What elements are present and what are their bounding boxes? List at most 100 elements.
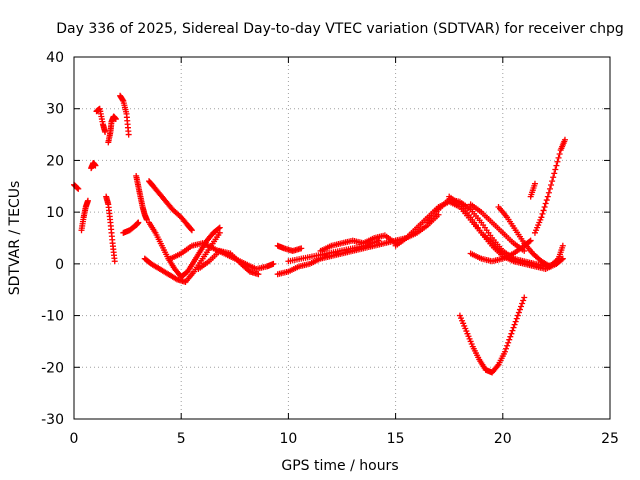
data-point: [512, 318, 519, 325]
data-point: [508, 330, 515, 337]
data-point: [538, 214, 545, 221]
data-point: [84, 197, 91, 204]
data-point: [188, 227, 195, 234]
data-series: [167, 240, 277, 273]
data-point: [516, 306, 523, 313]
data-point: [270, 260, 277, 267]
data-point: [75, 185, 82, 192]
chart-title: Day 336 of 2025, Sidereal Day-to-day VTE…: [56, 21, 624, 37]
data-series: [195, 247, 262, 278]
data-point: [545, 189, 552, 196]
data-point: [531, 180, 538, 187]
data-point: [503, 345, 510, 352]
y-tick-label: -20: [41, 360, 64, 376]
data-series: [456, 294, 528, 376]
data-point: [92, 162, 99, 169]
data-point: [519, 300, 526, 307]
data-series: [133, 172, 150, 223]
data-series: [467, 237, 534, 265]
data-point: [509, 327, 516, 334]
data-series: [495, 203, 566, 270]
data-point: [552, 166, 559, 173]
x-tick-label: 0: [70, 431, 79, 447]
data-series: [103, 193, 118, 265]
x-tick-label: 5: [177, 431, 186, 447]
data-series: [527, 180, 538, 200]
data-series: [146, 178, 195, 234]
data-series: [392, 198, 506, 257]
data-point: [515, 309, 522, 316]
data-points: [71, 92, 568, 376]
data-point: [554, 158, 561, 165]
plot-frame: [73, 56, 611, 420]
y-tick-label: 40: [46, 50, 64, 66]
data-point: [435, 211, 442, 218]
data-point: [216, 224, 223, 231]
y-tick-label: 20: [46, 153, 64, 169]
data-series: [105, 113, 119, 146]
y-tick-label: 0: [55, 257, 64, 273]
data-point: [112, 116, 119, 123]
data-series: [78, 197, 91, 234]
data-point: [539, 210, 546, 217]
data-point: [542, 200, 549, 207]
data-point: [541, 203, 548, 210]
y-axis-label: SDTVAR / TECUs: [7, 181, 23, 296]
data-point: [540, 207, 547, 214]
data-point: [521, 247, 528, 254]
data-point: [216, 229, 223, 236]
data-point: [125, 131, 132, 138]
x-tick-label: 15: [387, 431, 405, 447]
y-tick-label: -10: [41, 309, 64, 325]
data-point: [555, 154, 562, 161]
data-point: [521, 294, 528, 301]
data-point: [556, 150, 563, 157]
data-series: [120, 219, 142, 236]
data-point: [298, 245, 305, 252]
data-series: [117, 92, 132, 138]
data-point: [518, 303, 525, 310]
data-point: [553, 162, 560, 169]
y-tick-label: 30: [46, 102, 64, 118]
data-series: [93, 105, 109, 135]
data-point: [506, 336, 513, 343]
data-point: [74, 185, 81, 192]
data-point: [501, 348, 508, 355]
data-point: [544, 193, 551, 200]
data-point: [549, 178, 556, 185]
data-point: [561, 136, 568, 143]
data-series: [71, 181, 82, 192]
data-series: [274, 242, 305, 254]
data-point: [559, 242, 566, 249]
axis-ticks: 0 5 10 15 20 25 -30 -20 -10 0 10 20 30 40: [41, 50, 619, 447]
data-point: [546, 185, 553, 192]
data-point: [102, 128, 109, 135]
data-point: [510, 324, 517, 331]
data-point: [513, 315, 520, 322]
y-tick-label: -30: [41, 412, 64, 428]
data-point: [505, 339, 512, 346]
y-tick-label: 10: [46, 205, 64, 221]
data-series: [285, 237, 382, 265]
data-point: [550, 174, 557, 181]
data-point: [551, 170, 558, 177]
data-point: [511, 321, 518, 328]
data-point: [504, 342, 511, 349]
data-point: [255, 271, 262, 278]
data-point: [526, 238, 533, 245]
data-point: [494, 362, 501, 369]
data-point: [111, 258, 118, 265]
data-point: [507, 333, 514, 340]
x-tick-label: 20: [494, 431, 512, 447]
data-point: [135, 219, 142, 226]
data-point: [514, 312, 521, 319]
data-point: [527, 237, 534, 244]
data-point: [215, 225, 222, 232]
data-series: [88, 160, 99, 172]
data-series: [317, 232, 399, 254]
data-series: [531, 136, 568, 236]
data-point: [543, 197, 550, 204]
data-point: [375, 237, 382, 244]
data-point: [188, 226, 195, 233]
